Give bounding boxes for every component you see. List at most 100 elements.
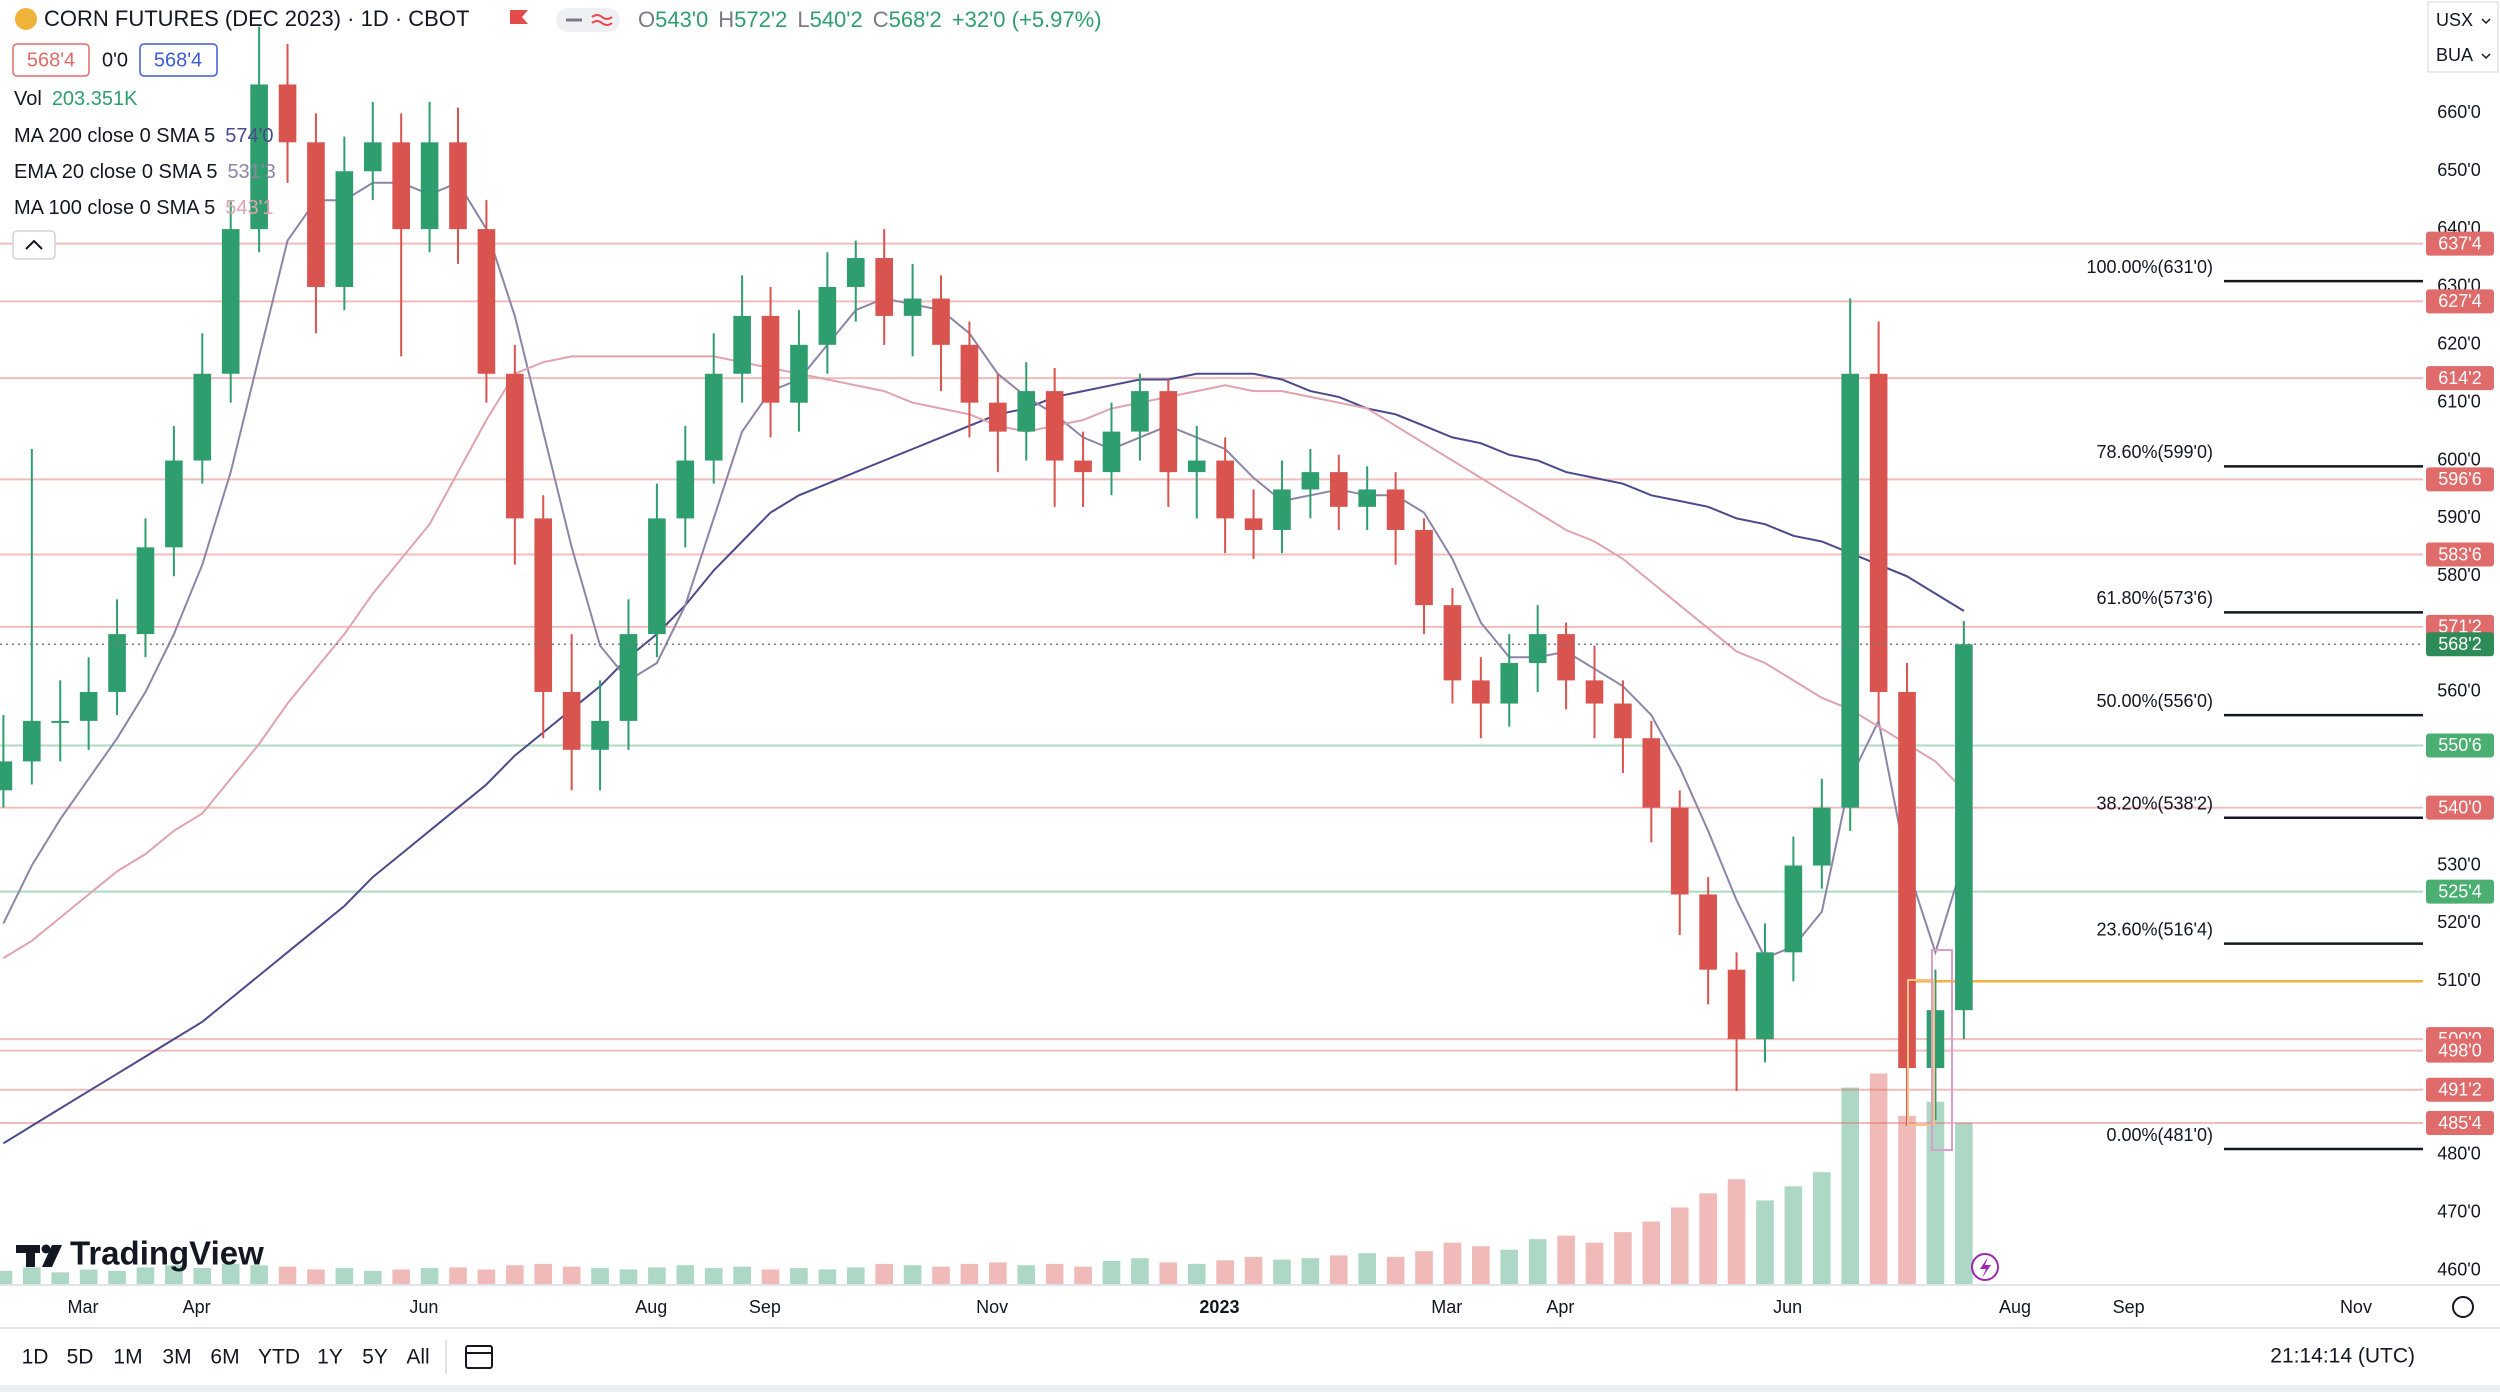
volume-bar xyxy=(221,1263,240,1285)
level-box xyxy=(2426,542,2494,567)
level-label: 485'4 xyxy=(2438,1113,2481,1133)
candle-body xyxy=(1955,644,1973,1011)
volume-bar xyxy=(648,1267,666,1285)
candle-body xyxy=(1415,529,1433,606)
ask: 568'4 xyxy=(154,49,202,71)
candle-body xyxy=(1216,460,1234,519)
volume-bar xyxy=(278,1266,297,1285)
unit-box[interactable] xyxy=(2427,1,2499,73)
candle-body xyxy=(23,720,41,762)
range-button[interactable]: 1M xyxy=(113,1346,142,1369)
volume-bar xyxy=(1102,1261,1121,1285)
compare-pill[interactable] xyxy=(556,8,620,32)
legend-row: MA 100 close 0 SMA 5 543'1 xyxy=(14,197,274,219)
ask-box[interactable] xyxy=(139,43,218,77)
level-label: 583'6 xyxy=(2438,544,2481,564)
dropdown-glyph xyxy=(2481,18,2491,60)
volume-bar xyxy=(1131,1258,1149,1285)
candle-body xyxy=(1187,460,1206,473)
fib-label: 23.60%(516'4) xyxy=(2096,919,2213,939)
legend-value: 531'3 xyxy=(227,161,275,183)
level-label: 498'0 xyxy=(2438,1040,2481,1060)
volume-bar xyxy=(1955,1122,1973,1285)
flag-icon[interactable] xyxy=(510,10,528,24)
volume-bar xyxy=(1841,1087,1860,1285)
clock: 21:14:14 (UTC) xyxy=(2270,1345,2415,1368)
candle-body xyxy=(1017,391,1036,432)
current-price-box xyxy=(2426,632,2494,657)
legend-value: 543'1 xyxy=(225,197,273,219)
range-button[interactable]: All xyxy=(406,1346,429,1369)
volume-bar xyxy=(733,1266,751,1285)
volume-bar xyxy=(1301,1258,1320,1285)
bottom-strip xyxy=(0,1385,2500,1392)
fib-label: 38.20%(538'2) xyxy=(2096,794,2213,814)
range-button[interactable]: 5D xyxy=(67,1346,94,1369)
fib-label: 0.00%(481'0) xyxy=(2106,1125,2213,1145)
level-label: 540'0 xyxy=(2438,797,2481,817)
price-axis: 460'0470'0480'0490'0500'0510'0520'0530'0… xyxy=(2423,0,2500,1285)
bid-box[interactable] xyxy=(12,43,90,77)
candle-body xyxy=(1585,680,1604,704)
ohlc-key: C xyxy=(873,7,889,32)
candle-body xyxy=(619,634,638,721)
candle-body xyxy=(1557,634,1575,681)
x-tick-label: Aug xyxy=(635,1297,667,1317)
legend-value: 574'0 xyxy=(225,125,273,147)
volume-bar xyxy=(1898,1115,1916,1285)
candle-body xyxy=(1727,969,1746,1040)
candle-body xyxy=(250,84,268,230)
candle-body xyxy=(761,315,780,403)
range-button[interactable]: 3M xyxy=(162,1346,191,1369)
candle-body xyxy=(534,518,553,692)
level-box xyxy=(2426,289,2494,314)
volume-bar xyxy=(506,1265,524,1285)
volume-bar xyxy=(1187,1263,1206,1285)
symbol-icon xyxy=(15,8,37,30)
candle-body xyxy=(932,298,950,345)
range-button[interactable]: 5Y xyxy=(362,1346,388,1369)
volume-bar xyxy=(932,1266,950,1285)
candle-body xyxy=(1301,472,1320,490)
settings-icon[interactable] xyxy=(2452,1296,2474,1318)
candle-body xyxy=(1244,518,1263,530)
range-button[interactable]: 1D xyxy=(22,1346,49,1369)
range-button[interactable]: 6M xyxy=(210,1346,239,1369)
volume-bar xyxy=(534,1263,553,1285)
ohlc-value: 540'2 xyxy=(810,7,863,32)
volume-bar xyxy=(790,1268,808,1285)
candle-body xyxy=(392,142,410,230)
y-tick-label: 590'0 xyxy=(2437,507,2480,527)
volume-bar xyxy=(1045,1263,1064,1285)
candle-body xyxy=(307,142,325,287)
volume-bar xyxy=(1670,1207,1689,1285)
candle-body xyxy=(1131,391,1149,432)
calendar-icon[interactable] xyxy=(465,1345,493,1369)
candle-body xyxy=(278,84,297,143)
candle-body xyxy=(1443,605,1462,681)
legend-row: EMA 20 close 0 SMA 5 531'3 xyxy=(14,161,276,183)
level-box xyxy=(2426,795,2494,820)
candle-body xyxy=(506,373,524,519)
legend-name: EMA 20 close 0 SMA 5 xyxy=(14,161,217,183)
volume-bar xyxy=(477,1269,496,1285)
lightning-icon[interactable] xyxy=(1971,1253,1999,1281)
range-button[interactable]: YTD xyxy=(258,1346,300,1369)
candle-body xyxy=(1500,663,1519,704)
x-tick-label: Apr xyxy=(183,1297,211,1317)
range-button[interactable]: 1Y xyxy=(317,1346,343,1369)
volume-bar xyxy=(165,1265,183,1285)
volume-bar xyxy=(1472,1246,1490,1285)
x-tick-label: Mar xyxy=(67,1297,98,1317)
candle-body xyxy=(1045,391,1064,461)
volume-bar xyxy=(1358,1253,1377,1285)
volume-bar xyxy=(875,1263,893,1285)
ohlc-key: H xyxy=(718,7,734,32)
collapse-button[interactable] xyxy=(12,230,56,260)
x-tick-label: Sep xyxy=(749,1297,781,1317)
ohlc-value: 572'2 xyxy=(734,7,787,32)
spread: 0'0 xyxy=(102,49,128,71)
volume-bar xyxy=(1557,1235,1575,1285)
fib-label: 78.60%(599'0) xyxy=(2096,442,2213,462)
y-tick-label: 460'0 xyxy=(2437,1259,2480,1279)
